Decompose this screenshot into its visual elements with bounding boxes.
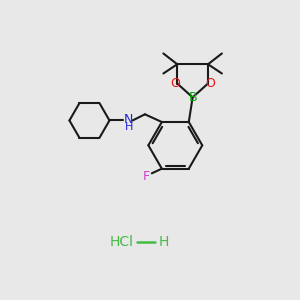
Text: H: H xyxy=(159,236,169,249)
Text: B: B xyxy=(188,91,197,104)
Text: F: F xyxy=(143,170,150,183)
Text: H: H xyxy=(124,122,133,132)
Text: N: N xyxy=(123,113,133,126)
Text: O: O xyxy=(170,77,180,90)
Text: HCl: HCl xyxy=(110,236,134,249)
Text: O: O xyxy=(206,77,215,90)
